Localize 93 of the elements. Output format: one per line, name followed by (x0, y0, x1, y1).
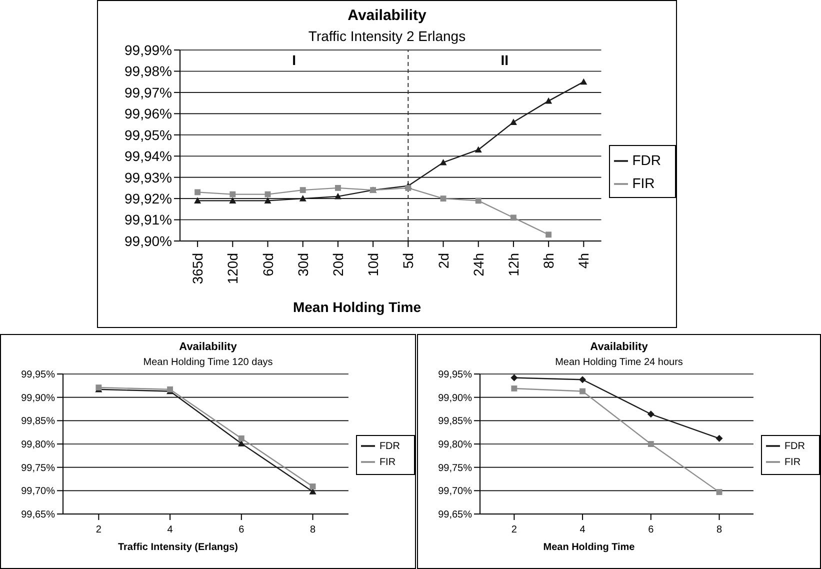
y-tick-label: 99,90% (21, 392, 56, 404)
x-tick-label: 5d (400, 253, 416, 269)
legend-label: FIR (379, 457, 396, 468)
point (194, 189, 201, 196)
chart-subtitle: Traffic Intensity 2 Erlangs (308, 28, 466, 44)
point (264, 191, 271, 198)
point (238, 435, 244, 442)
point (440, 158, 447, 166)
chart-title: Availability (346, 7, 428, 24)
chart-subtitle: Mean Holding Time 120 days (142, 357, 274, 368)
point (510, 214, 516, 221)
y-tick-label: 99,85% (438, 416, 472, 428)
point (405, 184, 412, 191)
y-tick-label: 99,96% (124, 106, 172, 122)
y-tick-label: 99,97% (124, 84, 172, 100)
x-tick-label: 4h (576, 253, 592, 269)
y-tick-label: 99,95% (124, 126, 172, 143)
x-axis-title: Mean Holding Time (292, 299, 422, 315)
x-tick-label: 60d (260, 253, 276, 276)
point (716, 434, 723, 442)
y-tick-label: 99,92% (124, 190, 172, 207)
point (300, 187, 306, 194)
point (238, 440, 245, 446)
annotation: II (500, 52, 509, 68)
legend-label: FDR (784, 441, 805, 452)
point (510, 118, 517, 125)
x-tick-label: 6 (238, 524, 245, 536)
y-tick-label: 99,70% (438, 486, 472, 498)
x-tick-label: 20d (330, 253, 346, 276)
y-tick-label: 99,65% (21, 510, 56, 521)
y-tick-label: 99,90% (438, 392, 472, 404)
x-axis-title: Traffic Intensity (Erlangs) (116, 542, 240, 553)
point (309, 488, 316, 494)
y-tick-label: 99,70% (21, 486, 56, 498)
point (647, 410, 654, 418)
x-tick-label: 10d (365, 253, 382, 276)
point (716, 489, 722, 496)
y-tick-label: 99,65% (438, 510, 472, 521)
y-tick-label: 99,95% (438, 370, 472, 381)
point (580, 78, 588, 85)
point (229, 197, 236, 204)
chart-title: Availability (589, 341, 649, 353)
y-tick-label: 99,75% (21, 462, 56, 474)
y-tick-label: 99,90% (124, 232, 172, 249)
legend-label: FIR (784, 457, 801, 468)
point (546, 232, 552, 238)
point (310, 483, 316, 490)
y-tick-label: 99,75% (438, 462, 472, 474)
point (334, 184, 341, 191)
point (510, 374, 518, 382)
x-tick-label: 2 (96, 524, 102, 536)
y-tick-label: 99,95% (21, 370, 56, 381)
point (334, 192, 342, 200)
y-tick-label: 99,85% (21, 416, 56, 428)
annotation: I (292, 52, 296, 68)
x-tick-label: 24h (470, 253, 486, 276)
x-tick-label: 4 (167, 524, 174, 536)
x-axis-title: Mean Holding Time (542, 542, 636, 553)
point (648, 441, 654, 447)
point (299, 195, 306, 202)
x-tick-label: 8 (716, 524, 722, 536)
x-tick-label: 8 (310, 524, 316, 536)
point (474, 146, 482, 153)
x-tick-label: 6 (648, 524, 654, 536)
point (580, 388, 586, 394)
chart-subtitle: Mean Holding Time 24 hours (554, 357, 684, 368)
x-tick-label: 8h (540, 253, 557, 269)
point (264, 197, 272, 204)
y-tick-label: 99,93% (124, 169, 172, 186)
y-tick-label: 99,80% (21, 440, 56, 451)
point (440, 196, 446, 202)
point (230, 191, 236, 198)
x-tick-label: 2d (435, 253, 452, 269)
x-tick-label: 2 (511, 524, 518, 536)
chart-title: Availability (178, 341, 238, 353)
x-tick-label: 365d (190, 253, 206, 284)
point (545, 97, 552, 104)
point (579, 376, 586, 384)
y-tick-label: 99,98% (124, 63, 172, 80)
y-tick-label: 99,94% (124, 148, 172, 164)
x-tick-label: 30d (294, 253, 311, 276)
y-tick-label: 99,80% (438, 440, 472, 451)
x-tick-label: 4 (580, 524, 586, 536)
legend-label: FIR (632, 174, 655, 190)
legend-label: FDR (379, 441, 400, 452)
x-tick-label: 12h (505, 253, 522, 276)
point (475, 198, 482, 204)
legend-label: FDR (632, 152, 661, 168)
point (194, 197, 202, 204)
y-tick-label: 99,91% (124, 212, 172, 228)
x-tick-label: 120d (224, 253, 241, 284)
point (511, 385, 518, 392)
y-tick-label: 99,99% (124, 42, 172, 58)
